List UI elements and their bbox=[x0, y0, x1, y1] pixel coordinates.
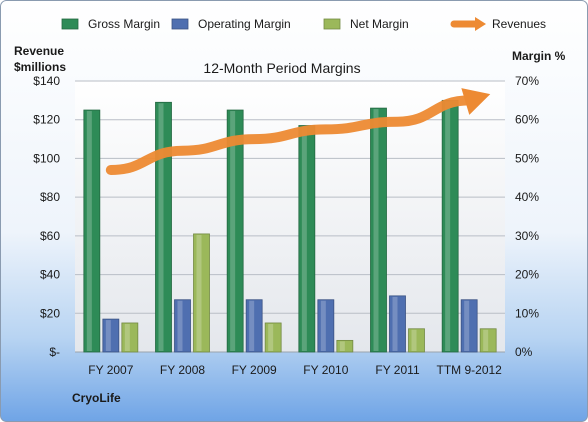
bar bbox=[155, 101, 172, 353]
bar-highlight bbox=[196, 234, 202, 351]
bar bbox=[83, 109, 101, 353]
legend-swatch bbox=[323, 18, 341, 30]
right-tick-label: 70% bbox=[515, 74, 539, 88]
bar bbox=[298, 125, 316, 353]
bar bbox=[370, 107, 387, 353]
bar bbox=[479, 328, 497, 353]
bar-body bbox=[121, 322, 139, 353]
plot-area bbox=[75, 81, 505, 352]
left-tick-label: $120 bbox=[33, 113, 60, 127]
bar-highlight bbox=[320, 300, 326, 351]
revenue-arrowhead bbox=[461, 88, 491, 115]
bar bbox=[226, 109, 244, 353]
left-tick-label: $140 bbox=[33, 74, 60, 88]
bar bbox=[193, 233, 210, 353]
bar-highlight bbox=[124, 323, 130, 351]
bars-layer bbox=[83, 99, 497, 353]
bar bbox=[245, 299, 263, 353]
right-tick-label: 40% bbox=[515, 190, 539, 204]
right-tick-label: 50% bbox=[515, 151, 539, 165]
bar bbox=[460, 299, 478, 353]
category-label: FY 2007 bbox=[88, 363, 133, 377]
bar-body bbox=[174, 299, 191, 353]
legend-label: Revenues bbox=[492, 17, 546, 31]
left-axis-label-line2: $millions bbox=[14, 60, 66, 74]
bar-highlight bbox=[301, 126, 307, 352]
bar-highlight bbox=[411, 329, 417, 351]
bar-body bbox=[226, 109, 244, 353]
category-label: FY 2010 bbox=[303, 363, 348, 377]
bar-highlight bbox=[339, 341, 345, 351]
revenue-line bbox=[105, 95, 475, 175]
company-label: CryoLife bbox=[72, 391, 121, 405]
bar-body bbox=[245, 299, 263, 353]
legend-label: Operating Margin bbox=[198, 17, 291, 31]
bar-highlight bbox=[105, 320, 111, 351]
bar-highlight bbox=[483, 329, 489, 351]
left-tick-label: $80 bbox=[40, 190, 60, 204]
category-label: TTM 9-2012 bbox=[436, 363, 502, 377]
legend-arrowhead bbox=[475, 17, 486, 31]
bar-body bbox=[264, 322, 282, 353]
bar-body bbox=[317, 299, 335, 353]
bar bbox=[264, 322, 282, 353]
bar-body bbox=[155, 101, 172, 353]
legend-label: Gross Margin bbox=[88, 17, 160, 31]
chart-title: 12-Month Period Margins bbox=[203, 60, 360, 76]
category-label: FY 2011 bbox=[375, 363, 420, 377]
bar-highlight bbox=[86, 111, 92, 352]
legend: Gross Margin Operating Margin Net Margin Re… bbox=[61, 17, 546, 31]
bar-highlight bbox=[230, 111, 236, 352]
bar-body bbox=[389, 295, 406, 353]
bar-body bbox=[408, 328, 425, 353]
left-tick-label: $100 bbox=[33, 151, 60, 165]
category-label: FY 2008 bbox=[160, 363, 205, 377]
bar-body bbox=[460, 299, 478, 353]
left-tick-label: $60 bbox=[40, 229, 60, 243]
legend-swatch bbox=[171, 18, 189, 30]
bar bbox=[441, 99, 459, 353]
right-tick-label: 0% bbox=[515, 345, 533, 359]
bar-highlight bbox=[158, 103, 164, 352]
left-tick-label: $40 bbox=[40, 268, 60, 282]
revenue-line-layer bbox=[105, 88, 491, 175]
bar-highlight bbox=[445, 101, 451, 351]
bar bbox=[174, 299, 191, 353]
bar bbox=[121, 322, 139, 353]
axis-labels-layer: $- 0% $20 10% $40 20% $60 30% $80 40% $100 50% $120 6… bbox=[33, 74, 539, 377]
right-tick-label: 10% bbox=[515, 306, 539, 320]
bar bbox=[408, 328, 425, 353]
left-tick-label: $20 bbox=[40, 306, 60, 320]
bar-body bbox=[370, 107, 387, 353]
bar-highlight bbox=[464, 300, 470, 351]
right-tick-label: 60% bbox=[515, 113, 539, 127]
bar-highlight bbox=[268, 323, 274, 351]
bar-highlight bbox=[249, 300, 255, 351]
bar-body bbox=[193, 233, 210, 353]
bar bbox=[102, 318, 120, 353]
bar bbox=[389, 295, 406, 353]
left-axis-label-line1: Revenue bbox=[14, 44, 64, 58]
legend-label: Net Margin bbox=[350, 17, 409, 31]
right-tick-label: 20% bbox=[515, 268, 539, 282]
bar-body bbox=[298, 125, 316, 353]
bar-body bbox=[336, 339, 354, 353]
legend-swatch bbox=[61, 18, 79, 30]
right-axis-label: Margin % bbox=[512, 49, 566, 63]
bar-highlight bbox=[177, 300, 183, 351]
bar-highlight bbox=[373, 109, 379, 351]
bar-highlight bbox=[392, 296, 398, 351]
grid-lines bbox=[75, 80, 505, 353]
right-tick-label: 30% bbox=[515, 229, 539, 243]
bar-body bbox=[102, 318, 120, 353]
bar-body bbox=[479, 328, 497, 353]
bar-body bbox=[83, 109, 101, 353]
category-label: FY 2009 bbox=[232, 363, 277, 377]
left-tick-label: $- bbox=[49, 345, 60, 359]
bar bbox=[317, 299, 335, 353]
bar bbox=[336, 339, 354, 353]
